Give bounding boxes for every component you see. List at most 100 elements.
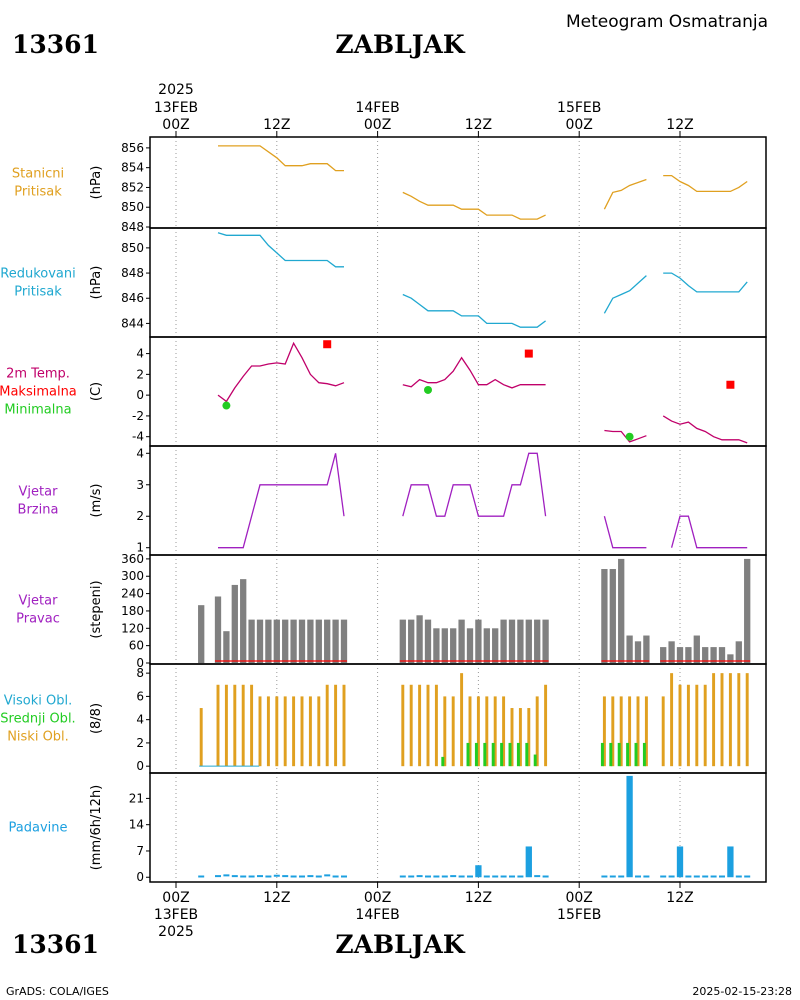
precip-bar (676, 846, 684, 878)
direction-bar (466, 628, 474, 663)
date-label-top: 15FEB (557, 100, 601, 116)
time-label-top: 12Z (263, 117, 290, 133)
y-tick-label: 300 (121, 569, 144, 583)
y-tick-label: 0 (136, 388, 144, 402)
panel-5: 0 2 4 6 8 (8/8) Visoki Obl. Srednji Obl. Niski O… (0, 663, 767, 774)
y-tick-label: 4 (136, 713, 144, 727)
direction-bar (433, 628, 440, 663)
low-cloud-bar (250, 684, 254, 767)
date-label-top: 14FEB (355, 100, 399, 116)
y-tick-label: 2 (136, 367, 144, 381)
y-tick-label: 60 (129, 639, 144, 653)
panel-plot-area (175, 664, 750, 773)
direction-bar (290, 619, 297, 663)
direction-bar (332, 619, 339, 663)
time-label-bottom: 12Z (465, 890, 492, 906)
low-cloud-bar (233, 684, 237, 767)
low-cloud-bar (678, 684, 682, 767)
direction-bar (223, 631, 230, 663)
direction-bar (601, 569, 608, 663)
low-cloud-bar (518, 708, 522, 767)
grads-credit: GrADS: COLA/IGES (6, 985, 109, 998)
panel-label: Redukovani (0, 267, 75, 282)
panel-6: 0 7 14 21 (mm/6h/12h) Padavine (9, 772, 767, 884)
direction-bar (668, 641, 675, 663)
date-label-bottom: 13FEB (154, 907, 198, 923)
y-tick-label: 120 (121, 621, 144, 635)
panel-1: 844 846 848 850 (hPa) Redukovani Pritisak (0, 227, 767, 338)
low-cloud-bar (317, 696, 321, 767)
low-cloud-bar (292, 696, 296, 767)
low-cloud-bar (544, 684, 548, 767)
low-cloud-bar (401, 684, 405, 767)
panel-plot-area (175, 137, 748, 228)
low-cloud-bar (720, 673, 724, 767)
mid-cloud-bar (634, 742, 638, 767)
low-cloud-bar (224, 684, 228, 767)
panel-label: 2m Temp. (6, 367, 70, 382)
precip-bar (727, 846, 734, 878)
direction-bar (702, 647, 709, 663)
panel-label: Pritisak (14, 185, 62, 200)
low-cloud-bar (670, 673, 674, 767)
precip-bar (475, 865, 482, 878)
direction-bar (643, 635, 650, 663)
y-axis-label: (hPa) (89, 166, 104, 200)
y-tick-label: 854 (121, 161, 144, 175)
panel-label: Vjetar (19, 594, 59, 609)
date-label-top: 13FEB (154, 100, 198, 116)
y-tick-label: 180 (121, 604, 144, 618)
mid-cloud-bar (508, 742, 512, 767)
low-cloud-bar (275, 696, 279, 767)
series-line (603, 275, 647, 314)
y-tick-label: 850 (121, 200, 144, 214)
direction-bar (517, 619, 524, 663)
low-cloud-bar (443, 696, 447, 767)
direction-bar (315, 619, 322, 663)
low-cloud-bar (451, 696, 455, 767)
time-label-top: 12Z (465, 117, 492, 133)
panel-label: Visoki Obl. (4, 694, 72, 709)
y-tick-label: 14 (129, 818, 144, 832)
direction-bar (500, 619, 507, 663)
series-line (402, 356, 546, 389)
direction-bar (710, 647, 717, 663)
low-cloud-bar (426, 684, 430, 767)
direction-bar (525, 619, 532, 663)
time-label-bottom: 00Z (565, 890, 592, 906)
low-cloud-bar (258, 696, 262, 767)
direction-bar (693, 635, 700, 663)
y-tick-label: 2 (136, 509, 144, 523)
panel-plot-area (175, 337, 748, 446)
y-tick-label: 0 (136, 656, 144, 670)
mid-cloud-bar (600, 742, 604, 767)
low-cloud-bar (686, 684, 690, 767)
station-id-top: 13361 (12, 30, 99, 59)
direction-bar (231, 584, 238, 663)
low-cloud-bar (300, 696, 304, 767)
direction-bar (399, 619, 406, 663)
y-axis-label: (stepeni) (89, 580, 104, 638)
date-label-bottom: 15FEB (557, 907, 601, 923)
direction-bar (718, 647, 726, 663)
direction-bar (609, 569, 616, 663)
panel-label: Maksimalna (0, 385, 77, 400)
meteogram-title: Meteogram Osmatranja (565, 12, 768, 32)
series-line (663, 272, 748, 293)
low-cloud-bar (308, 696, 312, 767)
mid-cloud-bar (483, 742, 487, 767)
direction-bar (408, 619, 415, 663)
low-cloud-bar (527, 708, 531, 767)
low-cloud-bar (510, 708, 514, 767)
low-cloud-bar (266, 696, 270, 767)
time-label-bottom: 00Z (162, 890, 189, 906)
mid-cloud-bar (441, 756, 445, 767)
time-label-top: 00Z (565, 117, 592, 133)
series-line (218, 145, 344, 172)
series-line (218, 453, 345, 549)
mid-cloud-bar (626, 742, 630, 767)
time-label-bottom: 00Z (364, 890, 391, 906)
direction-bar (744, 558, 751, 663)
direction-bar (685, 647, 692, 663)
direction-bar (450, 628, 457, 663)
